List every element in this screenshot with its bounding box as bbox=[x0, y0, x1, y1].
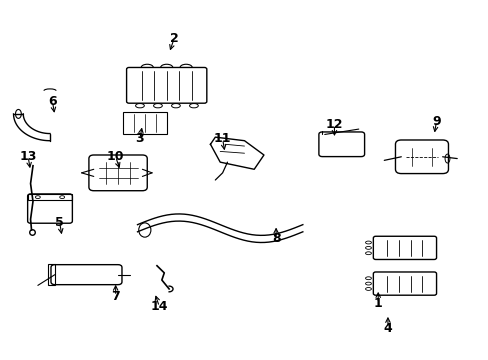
Text: 9: 9 bbox=[431, 114, 440, 127]
Text: 6: 6 bbox=[48, 95, 57, 108]
Text: 10: 10 bbox=[107, 150, 124, 163]
Text: 3: 3 bbox=[135, 132, 144, 145]
Text: 14: 14 bbox=[150, 300, 168, 313]
Text: 5: 5 bbox=[55, 216, 64, 229]
Text: 13: 13 bbox=[20, 150, 37, 163]
Text: 8: 8 bbox=[271, 233, 280, 246]
Bar bbox=[47, 264, 55, 285]
Bar bbox=[28, 194, 72, 200]
Text: 7: 7 bbox=[111, 289, 120, 303]
Text: 1: 1 bbox=[373, 297, 382, 310]
Text: 4: 4 bbox=[383, 322, 391, 335]
Bar bbox=[122, 112, 166, 134]
Text: 11: 11 bbox=[213, 132, 231, 145]
Text: 12: 12 bbox=[325, 118, 343, 131]
Text: 2: 2 bbox=[169, 32, 178, 45]
